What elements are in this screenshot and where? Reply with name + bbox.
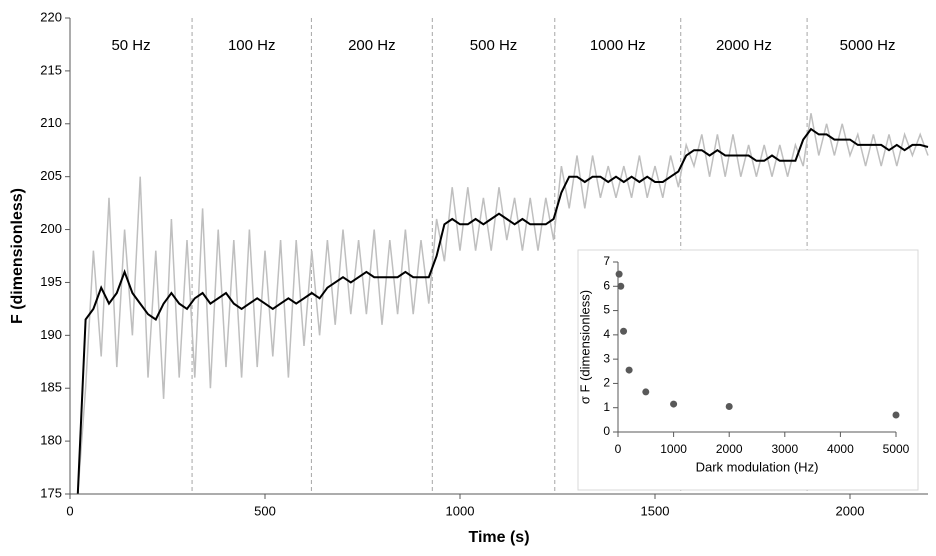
y-tick-label: 195 [40, 274, 62, 289]
x-tick-label: 3000 [771, 442, 798, 456]
region-label: 2000 Hz [716, 37, 772, 54]
scatter-point [620, 327, 628, 335]
y-tick-label: 200 [40, 221, 62, 236]
y-tick-label: 180 [40, 433, 62, 448]
y-tick-label: 205 [40, 168, 62, 183]
scatter-point [615, 270, 623, 278]
y-tick-label: 1 [603, 400, 610, 414]
scatter-point [642, 388, 650, 396]
region-label: 5000 Hz [840, 37, 896, 54]
y-tick-label: 3 [603, 351, 610, 365]
scatter-point [725, 403, 733, 410]
y-tick-label: 185 [40, 380, 62, 395]
y-tick-label: 4 [603, 327, 610, 341]
y-tick-label: 5 [603, 303, 610, 317]
y-axis-title: σ F (dimensionless) [577, 290, 592, 404]
x-tick-label: 500 [254, 503, 276, 518]
x-axis-title: Dark modulation (Hz) [696, 459, 819, 474]
series-line [76, 127, 929, 495]
x-tick-label: 0 [66, 503, 73, 518]
x-tick-label: 1000 [660, 442, 687, 456]
x-tick-label: 1000 [446, 503, 475, 518]
scatter-point [617, 282, 625, 290]
y-tick-label: 6 [603, 278, 610, 292]
region-label: 50 Hz [111, 37, 150, 54]
x-tick-label: 0 [615, 442, 622, 456]
x-axis-title: Time (s) [468, 529, 529, 546]
x-tick-label: 2000 [716, 442, 743, 456]
y-tick-label: 215 [40, 62, 62, 77]
y-axis-title: F (dimensionless) [9, 188, 26, 324]
x-tick-label: 5000 [883, 442, 910, 456]
scatter-point [892, 411, 900, 419]
region-label: 1000 Hz [590, 37, 646, 54]
y-tick-label: 190 [40, 327, 62, 342]
scatter-point [625, 366, 633, 374]
y-tick-label: 220 [40, 9, 62, 24]
y-tick-label: 2 [603, 376, 610, 390]
y-tick-label: 210 [40, 115, 62, 130]
y-tick-label: 7 [603, 254, 610, 268]
y-tick-label: 175 [40, 485, 62, 500]
region-label: 100 Hz [228, 37, 276, 54]
x-tick-label: 4000 [827, 442, 854, 456]
region-label: 500 Hz [470, 37, 518, 54]
x-tick-label: 2000 [836, 503, 865, 518]
region-label: 200 Hz [348, 37, 396, 54]
y-tick-label: 0 [603, 424, 610, 438]
x-tick-label: 1500 [641, 503, 670, 518]
inset-frame [577, 249, 919, 491]
series-line [77, 113, 929, 495]
scatter-point [670, 400, 678, 408]
